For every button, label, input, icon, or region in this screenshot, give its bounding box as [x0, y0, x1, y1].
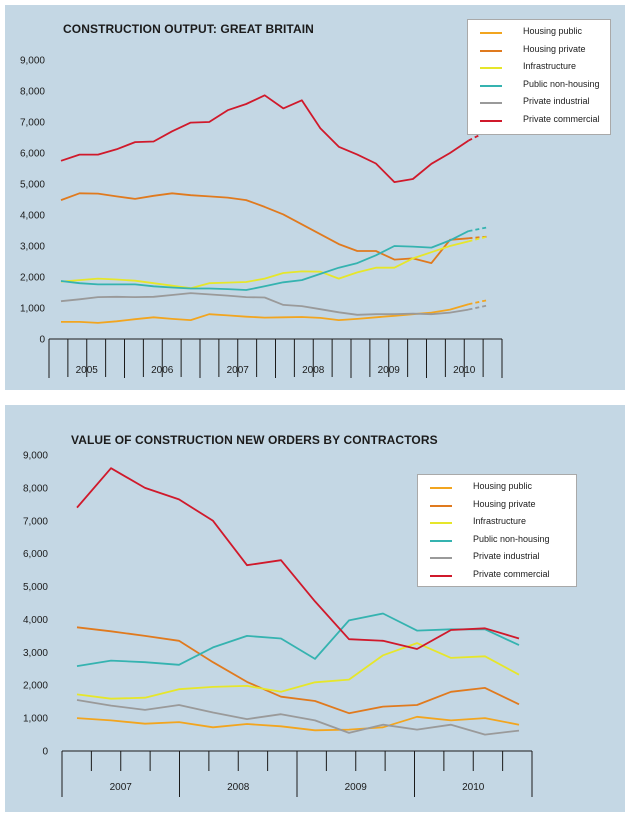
series-line [76, 715, 520, 732]
series-projection-line [468, 235, 488, 243]
x-year-label: 2009 [378, 365, 401, 376]
legend-item: Private commercial [468, 113, 610, 131]
legend-item: Infrastructure [418, 515, 576, 533]
legend-swatch [430, 504, 452, 507]
series-line [60, 292, 469, 316]
legend-swatch [430, 574, 452, 577]
series-line [76, 626, 520, 715]
x-year-label: 2008 [302, 365, 325, 376]
y-tick-label: 2,000 [20, 273, 45, 284]
y-tick-label: 6,000 [20, 149, 45, 160]
y-tick-label: 1,000 [23, 714, 48, 725]
legend-label: Infrastructure [523, 61, 577, 72]
legend-label: Housing public [473, 481, 533, 491]
y-tick-label: 8,000 [20, 87, 45, 98]
y-tick-label: 7,000 [23, 516, 48, 527]
legend-item: Infrastructure [468, 60, 610, 78]
x-year-label: 2010 [453, 365, 476, 376]
series-line [61, 303, 469, 324]
legend-item: Housing private [418, 498, 576, 516]
x-year-label: 2005 [76, 365, 99, 376]
legend-item: Public non-housing [468, 78, 610, 96]
legend-item: Private industrial [418, 550, 576, 568]
x-year-label: 2009 [345, 782, 368, 793]
legend-label: Private industrial [523, 96, 590, 107]
legend-swatch [480, 119, 502, 122]
legend-swatch [430, 539, 452, 542]
y-tick-label: 5,000 [23, 582, 48, 593]
series-line [60, 192, 469, 265]
line-chart: 0 1,000 2,000 3,000 4,000 5,000 6,000 7,000 8,00… [20, 56, 503, 378]
y-tick-label: 7,000 [20, 118, 45, 129]
series-projection-line [468, 304, 488, 311]
x-year-label: 2006 [151, 365, 174, 376]
line-chart: 0 1,000 2,000 3,000 4,000 5,000 6,000 7,000 8,00… [23, 451, 533, 797]
x-year-label: 2007 [227, 365, 250, 376]
legend-label: Private industrial [473, 551, 540, 562]
legend-item: Private commercial [418, 568, 576, 586]
legend-swatch [480, 67, 502, 70]
chart-title: VALUE OF CONSTRUCTION NEW ORDERS BY CONT… [71, 433, 438, 447]
series-line [76, 699, 520, 736]
legend-item: Public non-housing [418, 533, 576, 551]
y-tick-label: 8,000 [23, 483, 48, 494]
legend-label: Public non-housing [523, 78, 600, 89]
legend-label: Private commercial [523, 113, 600, 124]
legend-swatch [430, 557, 452, 560]
series-line [60, 94, 470, 184]
y-tick-label: 0 [42, 747, 48, 758]
series-line [60, 230, 469, 291]
series-projection-line [468, 226, 488, 233]
legend-label: Housing private [523, 43, 586, 54]
y-tick-label: 6,000 [23, 549, 48, 560]
legend-swatch [430, 522, 452, 525]
y-tick-label: 3,000 [23, 648, 48, 659]
chart-panel-new-orders: VALUE OF CONSTRUCTION NEW ORDERS BY CONT… [5, 405, 625, 812]
y-tick-label: 2,000 [23, 681, 48, 692]
legend-swatch [430, 487, 452, 489]
chart-legend: Housing public Housing private Infrastruct… [467, 19, 611, 135]
series-line [76, 467, 520, 650]
x-year-label: 2007 [110, 782, 133, 793]
legend-label: Housing private [473, 498, 536, 509]
x-year-label: 2008 [227, 782, 250, 793]
y-tick-label: 4,000 [20, 211, 45, 222]
legend-swatch [480, 102, 502, 105]
chart-title: CONSTRUCTION OUTPUT: GREAT BRITAIN [63, 22, 314, 36]
series-line [60, 240, 469, 290]
series-line [76, 612, 520, 667]
legend-label: Infrastructure [473, 516, 527, 527]
y-tick-label: 9,000 [20, 56, 45, 67]
x-year-label: 2010 [462, 782, 485, 793]
legend-item: Private industrial [468, 95, 610, 113]
y-tick-label: 3,000 [20, 242, 45, 253]
legend-item: Housing public [418, 480, 576, 498]
legend-swatch [480, 49, 502, 52]
y-tick-label: 1,000 [20, 304, 45, 315]
legend-label: Housing public [523, 26, 583, 36]
series-projection-line [468, 299, 488, 306]
series-line [76, 642, 520, 700]
y-tick-label: 5,000 [20, 180, 45, 191]
chart-panel-construction-output: CONSTRUCTION OUTPUT: GREAT BRITAIN 0 1,00… [5, 5, 625, 390]
legend-swatch [480, 84, 502, 87]
y-tick-label: 9,000 [23, 451, 48, 462]
y-tick-label: 4,000 [23, 615, 48, 626]
legend-label: Public non-housing [473, 533, 550, 544]
legend-item: Housing public [468, 25, 610, 43]
legend-item: Housing private [468, 43, 610, 61]
chart-legend: Housing public Housing private Infrastruct… [417, 474, 577, 587]
legend-swatch [480, 32, 502, 34]
y-tick-label: 0 [39, 335, 45, 346]
legend-label: Private commercial [473, 568, 550, 579]
